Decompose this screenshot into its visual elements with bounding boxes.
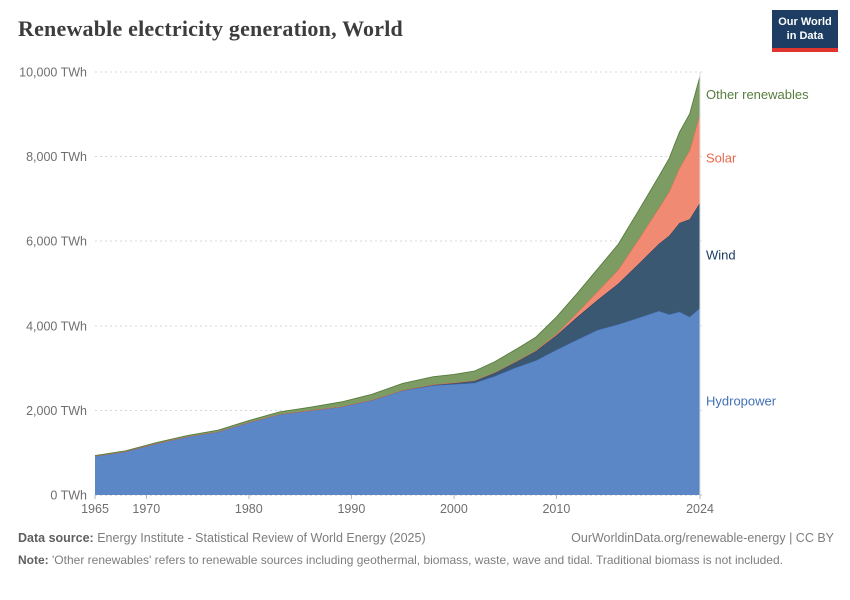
y-tick-label: 4,000 TWh — [26, 319, 87, 333]
stacked-area-chart: 0 TWh 2,000 TWh 4,000 TWh 6,000 TWh 8,000 TW… — [19, 66, 809, 517]
series-label-other-renewables: Other renewables — [706, 87, 809, 102]
x-tick-label: 2024 — [686, 502, 714, 516]
x-tick-label: 1965 — [81, 502, 109, 516]
chart-title: Renewable electricity generation, World — [18, 16, 403, 41]
area-hydropower[interactable] — [95, 308, 700, 495]
y-tick-label: 0 TWh — [50, 489, 87, 503]
footer-note-text: 'Other renewables' refers to renewable s… — [52, 553, 783, 568]
y-tick-label: 8,000 TWh — [26, 150, 87, 164]
x-tick-label: 2010 — [542, 502, 570, 516]
footer-link[interactable]: OurWorldinData.org/renewable-energy | CC… — [571, 531, 834, 545]
footer-note-label: Note: — [18, 553, 49, 568]
series-label-wind: Wind — [706, 247, 736, 262]
owid-logo[interactable]: Our World in Data — [772, 10, 838, 52]
y-tick-label: 2,000 TWh — [26, 404, 87, 418]
area-wind[interactable] — [95, 202, 700, 457]
x-tick-label: 1980 — [235, 502, 263, 516]
owid-logo-line2: in Data — [786, 30, 824, 42]
y-tick-label: 10,000 TWh — [19, 66, 87, 80]
chart-footer: Data source: Energy Institute - Statisti… — [18, 529, 834, 570]
footer-note: Note: 'Other renewables' refers to renew… — [18, 552, 834, 569]
series-label-solar: Solar — [706, 150, 737, 165]
area-outline-other-renewables — [94, 76, 701, 457]
series-label-hydropower: Hydropower — [706, 394, 777, 409]
x-tick-label: 1990 — [337, 502, 365, 516]
y-tick-label: 6,000 TWh — [26, 235, 87, 249]
data-source-label: Data source: — [18, 531, 94, 545]
x-tick-label: 2000 — [440, 502, 468, 516]
data-source-text: Energy Institute - Statistical Review of… — [97, 531, 426, 545]
owid-logo-line1: Our World — [778, 15, 832, 28]
x-tick-label: 1970 — [132, 502, 160, 516]
data-source: Data source: Energy Institute - Statisti… — [18, 529, 426, 547]
